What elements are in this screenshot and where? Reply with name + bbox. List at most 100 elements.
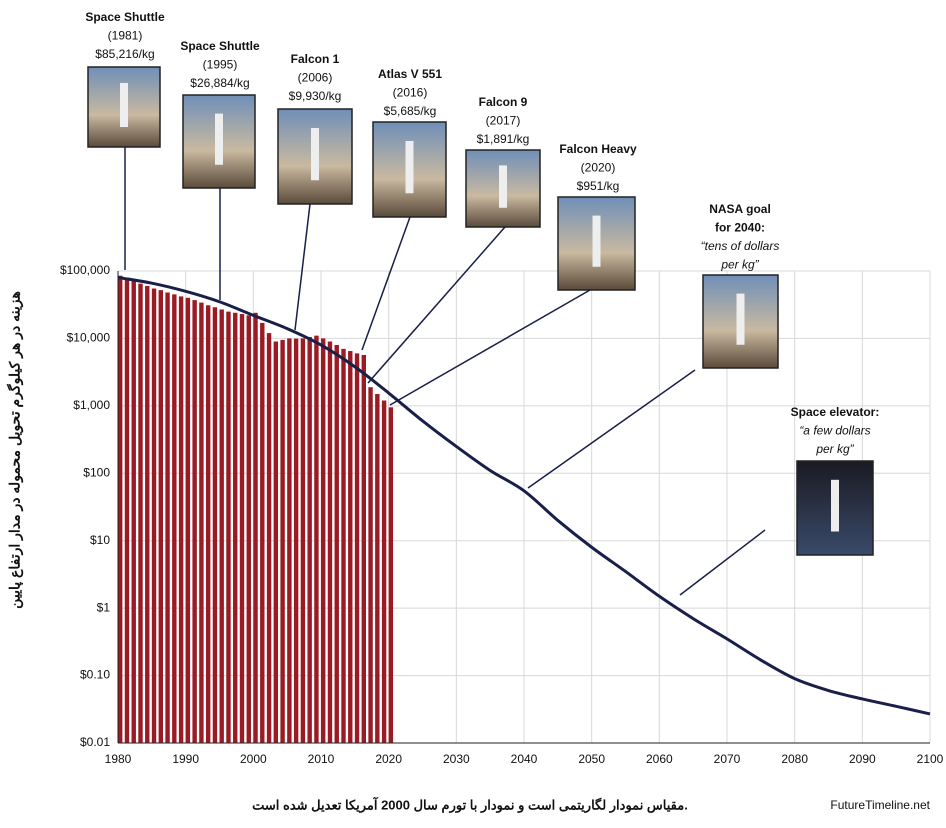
rocket-shape	[831, 479, 839, 532]
bar	[131, 280, 136, 743]
y-tick-label: $100	[83, 465, 110, 479]
rocket-shape	[405, 141, 414, 194]
x-tick-label: 2070	[714, 752, 741, 766]
rocket-shape	[311, 128, 319, 181]
bar	[151, 288, 157, 743]
leader-line	[389, 289, 591, 406]
bar	[192, 300, 197, 743]
annotation-detail: “a few dollars	[799, 424, 870, 438]
bar	[375, 393, 380, 743]
x-tick-label: 2000	[240, 752, 267, 766]
annotation-detail: per kg”	[720, 258, 759, 272]
bar	[273, 341, 279, 743]
trend-curve	[117, 276, 931, 716]
rocket-shape	[120, 83, 128, 127]
bar	[266, 333, 272, 743]
annotation-title: Falcon 9	[479, 95, 528, 109]
annotation-detail: (1981)	[108, 29, 143, 43]
annotation-title: Falcon 1	[291, 52, 340, 66]
annotation-detail: “tens of dollars	[701, 239, 780, 253]
x-tick-label: 2060	[646, 752, 673, 766]
bar	[239, 314, 245, 743]
bar	[145, 285, 150, 743]
y-axis-label: هزینه در هر کیلوگرم تحویل محموله در مدار…	[7, 291, 24, 609]
annotation-title: NASA goal	[709, 202, 771, 216]
annotation-detail: per kg”	[815, 442, 854, 456]
x-tick-label: 1980	[105, 752, 132, 766]
bar	[178, 296, 184, 743]
bar	[118, 275, 123, 743]
x-tick-label: 2100	[917, 752, 944, 766]
leader-line	[361, 216, 411, 351]
bar	[314, 335, 319, 743]
bar	[381, 400, 387, 743]
bar	[253, 312, 258, 743]
bar	[226, 311, 231, 743]
bar	[212, 307, 218, 743]
y-tick-label: $10	[90, 533, 110, 547]
bar	[348, 351, 353, 743]
annotation-detail: (2006)	[298, 71, 333, 85]
bar	[172, 294, 177, 743]
bar	[307, 336, 312, 743]
rocket-shape	[736, 293, 745, 345]
annotation-detail: (2016)	[393, 86, 428, 100]
annotation-detail: $85,216/kg	[95, 47, 154, 61]
bar	[158, 290, 163, 743]
bar	[341, 348, 346, 743]
y-tick-label: $0.10	[80, 668, 110, 682]
leader-line	[367, 226, 506, 384]
bar	[138, 283, 143, 743]
annotation-title: Space elevator:	[791, 405, 880, 419]
bar	[354, 353, 360, 743]
x-tick-label: 1990	[172, 752, 199, 766]
x-tick-label: 2090	[849, 752, 876, 766]
annotation-detail: $951/kg	[577, 179, 620, 193]
bar	[246, 315, 251, 743]
annotation-title: Falcon Heavy	[559, 142, 637, 156]
annotation-title: Space Shuttle	[85, 10, 165, 24]
bar	[185, 297, 191, 743]
x-tick-label: 2030	[443, 752, 470, 766]
bar	[280, 339, 285, 743]
annotation-detail: (2020)	[581, 161, 616, 175]
bar	[199, 302, 204, 743]
y-tick-label: $0.01	[80, 735, 110, 749]
y-tick-label: $100,000	[60, 263, 110, 277]
bar	[205, 305, 211, 743]
y-tick-label: $1	[97, 600, 111, 614]
annotation-detail: $1,891/kg	[477, 132, 530, 146]
rocket-shape	[499, 165, 507, 208]
source: FutureTimeline.net	[830, 798, 930, 812]
x-tick-label: 2020	[375, 752, 402, 766]
annotation-title: Atlas V 551	[378, 67, 442, 81]
leader-line	[527, 369, 696, 489]
x-tick-label: 2050	[578, 752, 605, 766]
bar	[293, 338, 299, 743]
bar	[321, 338, 326, 743]
bar	[327, 341, 333, 743]
x-tick-label: 2010	[308, 752, 335, 766]
leader-line	[679, 529, 766, 596]
y-tick-label: $1,000	[73, 398, 110, 412]
x-tick-label: 2080	[781, 752, 808, 766]
annotation-detail: $26,884/kg	[190, 76, 249, 90]
bar	[388, 407, 394, 743]
bar	[361, 354, 366, 743]
bar	[219, 309, 224, 743]
bar	[165, 292, 170, 743]
annotation-title: Space Shuttle	[180, 39, 260, 53]
annotation-detail: (1995)	[203, 58, 238, 72]
bar	[368, 387, 373, 743]
annotation-detail: (2017)	[486, 114, 521, 128]
caption: مقیاس نمودار لگاریتمی است و نمودار با تو…	[252, 796, 688, 813]
bar	[300, 338, 306, 743]
x-tick-label: 2040	[511, 752, 538, 766]
annotation-detail: $5,685/kg	[384, 104, 437, 118]
rocket-shape	[215, 113, 223, 165]
y-tick-label: $10,000	[67, 331, 111, 345]
bar	[233, 312, 238, 743]
annotation-detail: $9,930/kg	[289, 89, 342, 103]
rocket-shape	[592, 215, 601, 267]
